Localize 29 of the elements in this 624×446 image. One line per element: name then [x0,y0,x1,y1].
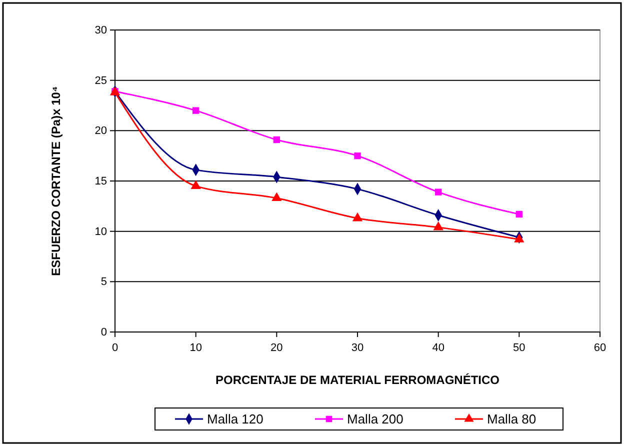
point [516,210,523,218]
y-tick-label: 30 [94,24,107,37]
x-tick-label: 20 [270,342,283,354]
x-tick-label: 10 [190,342,202,354]
y-tick-label: 5 [100,276,107,288]
legend-label: Malla 200 [347,412,404,426]
point [352,212,363,222]
point [433,221,444,230]
legend-label: Malla 120 [207,412,264,426]
x-tick-label: 0 [112,342,118,354]
point [354,152,361,160]
point [272,192,282,202]
x-tick-label: 30 [351,342,364,354]
point [190,180,201,189]
x-tick-label: 60 [594,342,606,354]
y-axis-title: ESFUERZO CORTANTE (Pa)x 10⁴ [49,86,63,276]
y-tick-label: 25 [94,74,107,87]
point [192,107,200,114]
x-tick-label: 40 [432,342,444,354]
x-axis-title: PORCENTAJE DE MATERIAL FERROMAGNÉTICO [215,373,500,387]
legend-label: Malla 80 [487,412,536,426]
y-tick-label: 10 [94,226,107,238]
point [514,234,524,242]
point [273,136,280,144]
y-tick-label: 0 [100,326,107,339]
point [434,188,442,196]
y-tick-label: 15 [94,176,107,188]
x-tick-label: 50 [513,342,526,354]
y-tick-label: 20 [94,125,107,138]
